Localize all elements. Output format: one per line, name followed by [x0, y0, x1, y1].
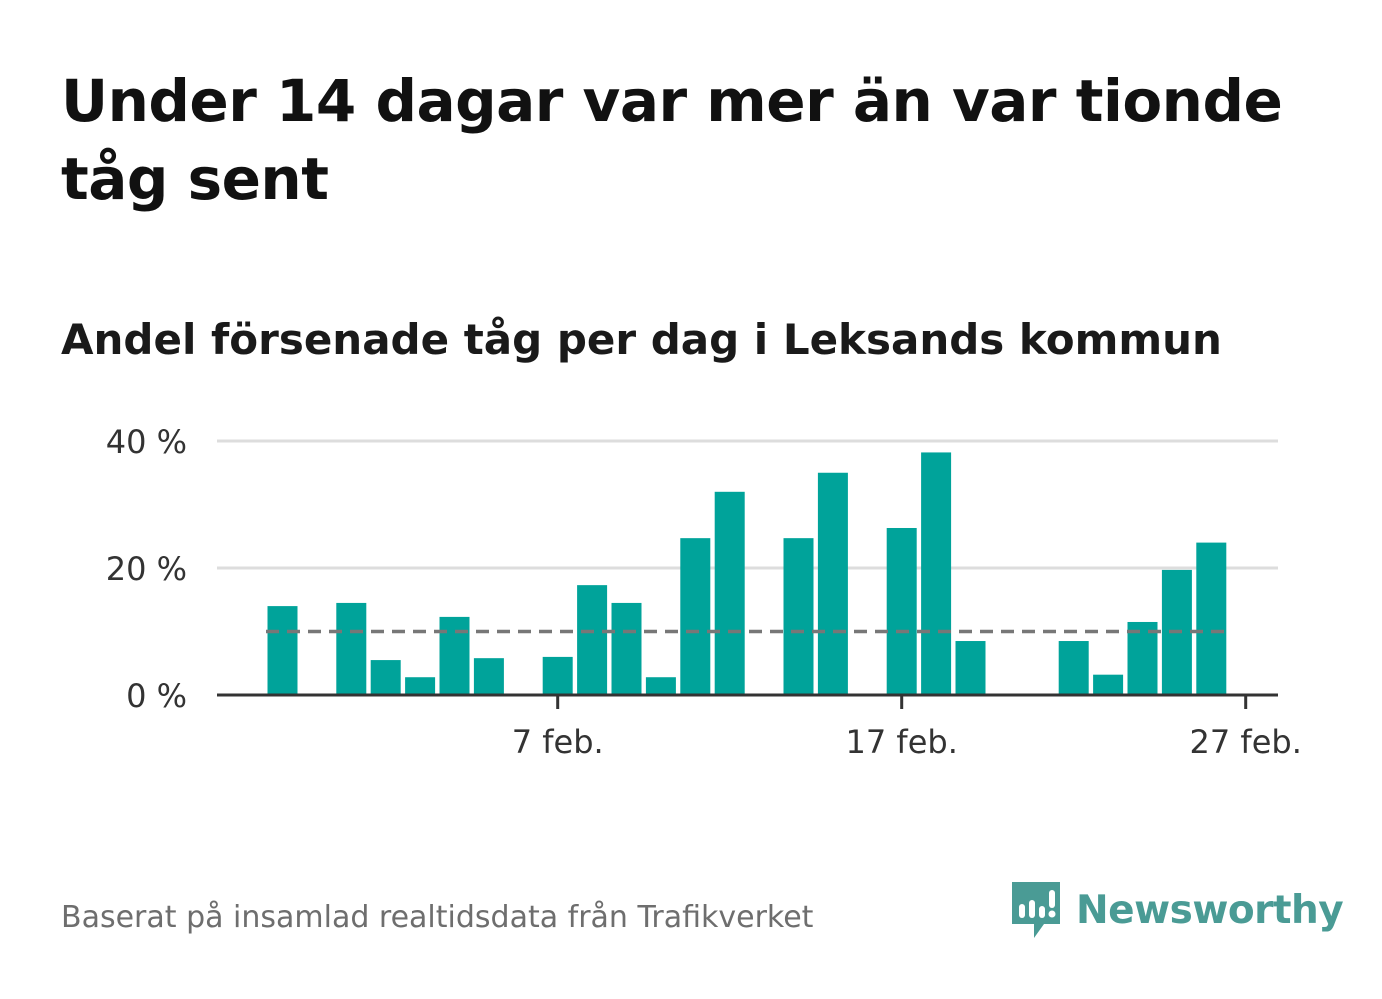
y-axis-labels: 0 % 20 % 40 % — [106, 423, 187, 715]
chart-title: Under 14 dagar var mer än var tionde tåg… — [61, 67, 1283, 213]
gridlines — [217, 439, 1278, 570]
bar — [1127, 621, 1158, 695]
bar — [405, 677, 436, 695]
bar — [645, 677, 676, 695]
y-tick-label: 40 % — [106, 423, 187, 461]
bar — [577, 585, 608, 695]
x-tick-label: 17 feb. — [846, 723, 958, 761]
y-tick-label: 20 % — [106, 550, 187, 588]
brand-logo: Newsworthy — [1010, 878, 1344, 942]
bar — [370, 660, 401, 695]
bar — [1093, 674, 1124, 695]
x-axis-labels: 7 feb. 17 feb. 27 feb. — [512, 723, 1302, 761]
x-tick-label: 27 feb. — [1190, 723, 1302, 761]
chart-subtitle: Andel försenade tåg per dag i Leksands k… — [61, 315, 1222, 364]
bar — [783, 538, 814, 695]
bar — [473, 658, 504, 695]
newsworthy-bar-chart-bubble-icon — [1012, 882, 1060, 938]
source-note: Baserat på insamlad realtidsdata från Tr… — [61, 900, 814, 935]
x-axis — [217, 693, 1278, 709]
bar — [886, 527, 917, 695]
bar-chart: 0 % 20 % 40 % 7 feb. 17 feb. 27 feb. — [106, 423, 1302, 761]
bar — [955, 641, 986, 695]
bar — [336, 602, 367, 695]
bar — [439, 616, 470, 695]
bars — [267, 452, 1227, 695]
bar — [1058, 641, 1089, 695]
x-tick-label: 7 feb. — [512, 723, 604, 761]
y-tick-label: 0 % — [126, 677, 187, 715]
bar — [267, 606, 298, 695]
bar — [680, 538, 711, 695]
bar — [714, 491, 745, 695]
bar — [921, 452, 952, 695]
brand-name: Newsworthy — [1076, 887, 1344, 933]
bar — [542, 656, 573, 695]
bar — [1196, 542, 1227, 695]
bar — [817, 472, 848, 695]
bar — [611, 602, 642, 695]
